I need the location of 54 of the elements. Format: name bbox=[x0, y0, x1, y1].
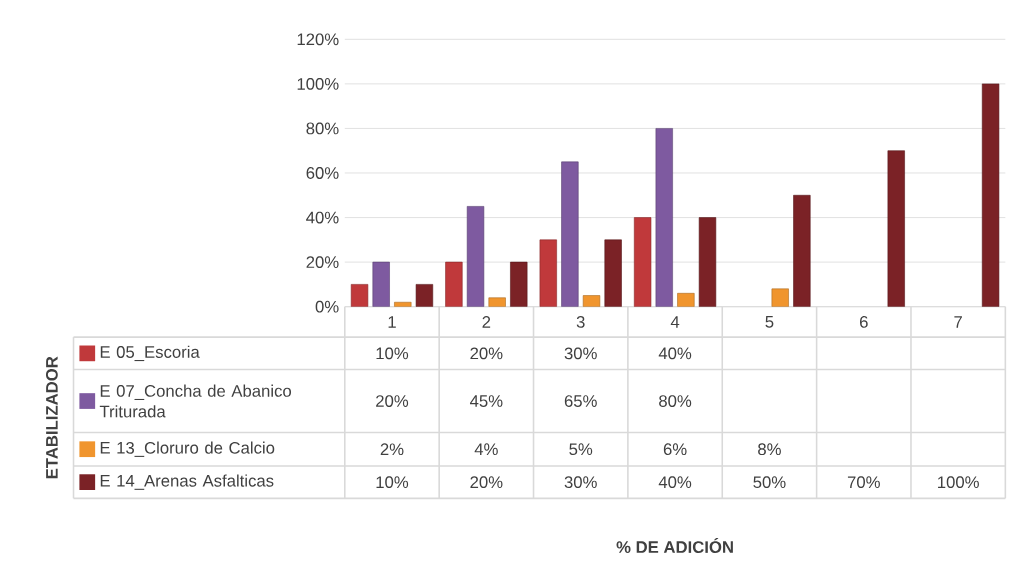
legend-label: E 13_Cloruro de Calcio bbox=[100, 441, 275, 457]
x-tick-label: 5 bbox=[765, 316, 774, 328]
data-label: 20% bbox=[470, 476, 503, 489]
data-label: 100% bbox=[938, 476, 979, 489]
data-label: 40% bbox=[658, 347, 692, 360]
bar bbox=[582, 295, 601, 307]
bar bbox=[510, 261, 528, 307]
data-label: 30% bbox=[564, 476, 597, 489]
bar bbox=[677, 293, 695, 307]
data-label: 6% bbox=[663, 443, 687, 456]
text: % DE ADICIÓN bbox=[616, 538, 733, 554]
x-tick-label: 3 bbox=[576, 316, 585, 328]
data-label: 4% bbox=[474, 443, 498, 456]
bar bbox=[771, 288, 789, 307]
data-label: 40% bbox=[658, 476, 692, 489]
data-label: 20% bbox=[376, 395, 409, 407]
data-label: 80% bbox=[659, 395, 692, 407]
legend-label: E 07_Concha de Abanico Triturada bbox=[99, 384, 292, 418]
data-label: 70% bbox=[847, 476, 880, 489]
y-tick-label: 60% bbox=[306, 167, 339, 179]
data-label: 65% bbox=[564, 395, 597, 407]
data-label: 2% bbox=[380, 443, 404, 456]
bar bbox=[981, 83, 1000, 307]
data-label: 8% bbox=[758, 443, 781, 456]
data-label: 10% bbox=[376, 347, 409, 360]
x-tick-label: 1 bbox=[388, 316, 396, 328]
x-tick-label: 7 bbox=[954, 316, 962, 328]
bar bbox=[887, 150, 905, 307]
data-label: 45% bbox=[469, 395, 503, 407]
bar bbox=[372, 261, 390, 307]
data-label: 10% bbox=[376, 476, 409, 489]
text: ETABILIZADOR bbox=[45, 356, 58, 479]
x-tick-label: 4 bbox=[670, 316, 680, 328]
y-tick-label: 80% bbox=[306, 122, 339, 135]
y-tick-label: 120% bbox=[297, 33, 339, 46]
data-label: 5% bbox=[569, 443, 593, 456]
legend-label: E 14_Arenas Asfalticas bbox=[100, 474, 274, 490]
data-label: 50% bbox=[753, 476, 786, 489]
y-tick-label: 0% bbox=[315, 300, 339, 313]
bar bbox=[445, 261, 463, 307]
bar bbox=[488, 297, 506, 307]
y-tick-label: 100% bbox=[297, 78, 339, 90]
data-label: 30% bbox=[564, 347, 597, 360]
x-tick-label: 2 bbox=[482, 316, 491, 328]
legend-label: E 05_Escoria bbox=[100, 345, 200, 362]
bar bbox=[793, 195, 811, 307]
bar bbox=[604, 239, 622, 307]
x-tick-label: 6 bbox=[860, 316, 868, 328]
bar bbox=[415, 284, 434, 307]
y-tick-label: 20% bbox=[306, 256, 339, 269]
bar bbox=[561, 161, 579, 307]
data-label: 20% bbox=[470, 347, 503, 360]
y-tick-label: 40% bbox=[306, 211, 339, 224]
bar bbox=[698, 217, 717, 307]
